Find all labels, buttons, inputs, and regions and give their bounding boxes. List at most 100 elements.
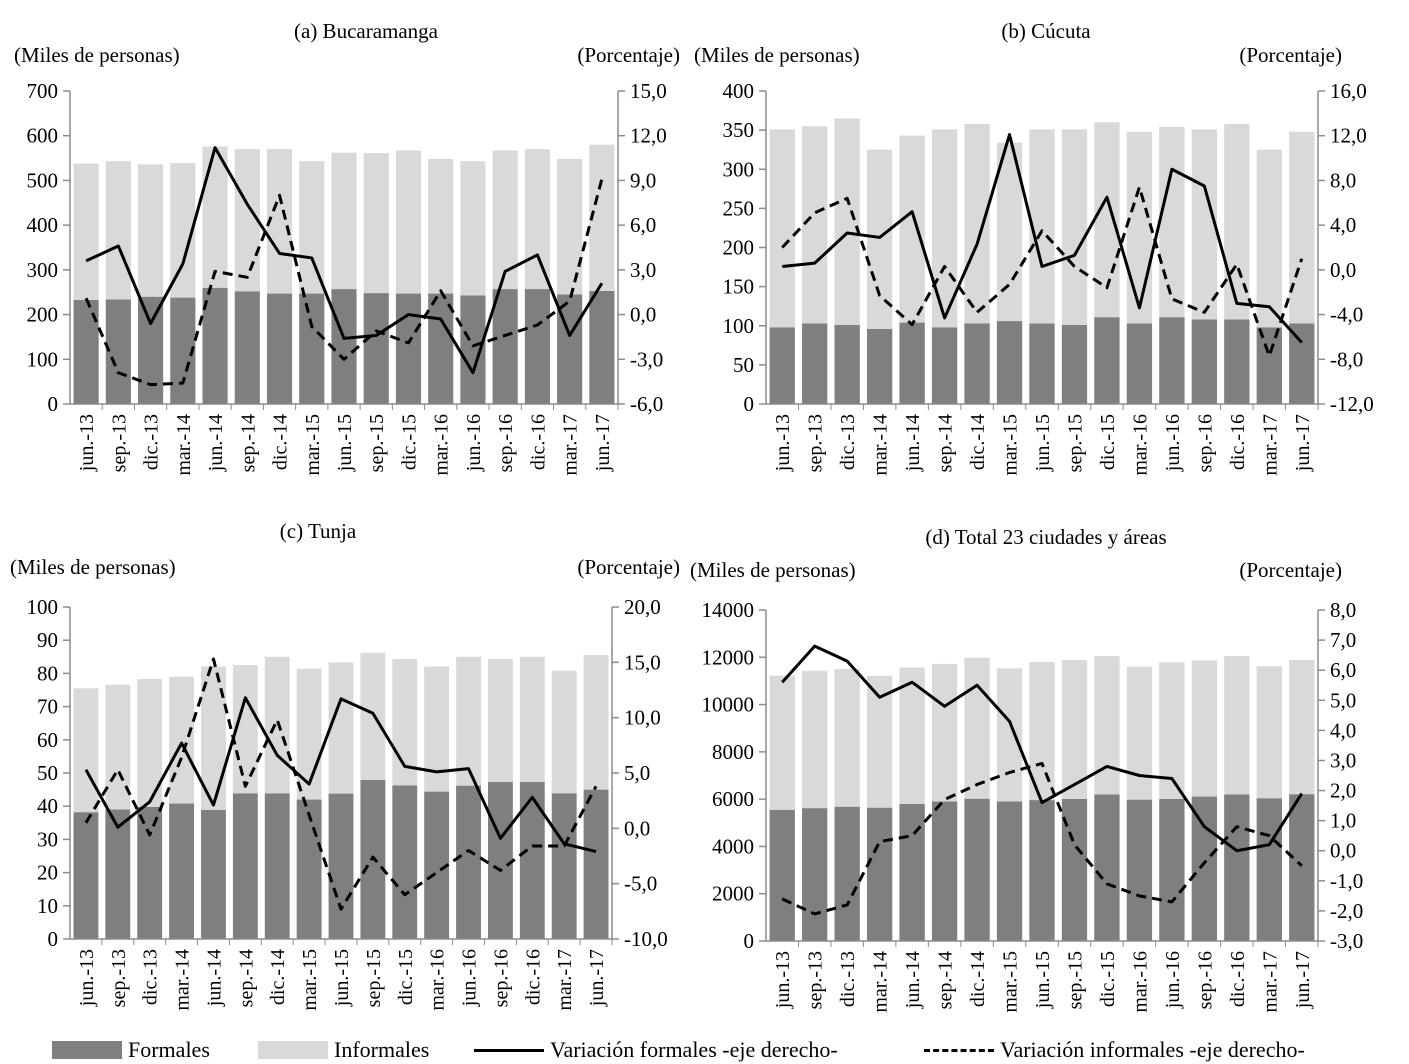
y-tick-label-left: 100 [27,347,59,371]
x-tick-label: jun.-16 [1162,414,1184,472]
chart-title: (b) Cúcuta [1001,19,1091,43]
chart-panel-4: (d) Total 23 ciudades y áreas (Miles de p… [690,525,1363,1013]
y-tick-label-right: 0,0 [630,303,656,327]
bar-formales [105,809,131,939]
bar-informales [802,126,828,324]
bar-informales [931,663,958,802]
bar-formales [1191,796,1218,941]
x-tick-label: sep.-13 [805,414,827,472]
x-tick-label: sep.-14 [237,414,259,472]
line-variacion-formales [781,644,1304,853]
line-variacion-formales [84,696,597,854]
chart-panel-1: (a) Bucaramanga (Miles de personas) (Porce… [14,19,680,476]
x-tick-label: sep.-15 [366,414,388,472]
y-tick-label-right: 12,0 [1330,124,1367,148]
bar-formales [1224,794,1250,941]
bar-formales [1159,317,1185,404]
y-tick-label-left: 0 [48,392,59,416]
bar-informales [769,675,795,810]
y-tick-label-right: -5,0 [624,872,657,896]
x-tick-label: jun.-15 [331,949,353,1007]
bar-informales [266,149,293,294]
y-tick-label-left: 300 [27,258,59,282]
y-axis-left-label: (Miles de personas) [10,555,176,579]
x-tick-label: sep.-15 [1064,951,1086,1009]
y-tick-label-right: 9,0 [630,168,656,192]
bar-formales [1256,798,1282,941]
x-tick-label: dic.-14 [967,951,989,1007]
y-tick-label-right: -3,0 [630,347,663,371]
x-tick-label: dic.-15 [1097,951,1119,1007]
x-tick-label: mar.-17 [1259,951,1281,1013]
x-tick-label: jun.-14 [203,949,225,1007]
y-tick-label-right: 10,0 [624,706,661,730]
bar-formales [519,781,545,939]
y-tick-label-right: -4,0 [1330,303,1363,327]
x-tick-label: mar.-15 [299,949,321,1011]
bar-informales [363,153,389,294]
x-tick-label: jun.-13 [76,949,98,1007]
bar-informales [169,676,195,804]
legend-item-informales: Informales [258,1036,429,1064]
y-tick-label-right: 5,0 [624,761,650,785]
bar-informales [1094,656,1120,795]
y-tick-label-right: -12,0 [1330,392,1374,416]
x-tick-label: jun.-13 [772,414,794,472]
y-tick-label-right: 6,0 [630,213,656,237]
bar-informales [234,149,260,292]
bar-formales [137,806,163,939]
bar-formales [1224,319,1250,404]
y-tick-label-right: 7,0 [1330,628,1356,652]
x-tick-label: dic.-14 [267,949,289,1005]
bar-formales [328,793,354,939]
bar-formales [138,296,164,404]
bar-formales [996,801,1023,941]
bar-informales [551,670,577,794]
bar-formales [996,321,1023,404]
y-tick-label-left: 10000 [702,693,755,717]
legend-item-var-informales: Variación informales -eje derecho- [924,1036,1305,1064]
x-tick-label: jun.-15 [1032,951,1054,1009]
line-variacion-informales [84,178,604,387]
bar-formales [299,293,325,404]
bar-informales [964,657,990,799]
bar-formales [834,324,860,404]
x-tick-label: mar.-17 [1259,414,1281,476]
x-tick-label: sep.-14 [235,949,257,1007]
y-tick-label-right: 5,0 [1330,688,1356,712]
y-tick-label-right: 3,0 [630,258,656,282]
x-tick-label: sep.-13 [108,949,130,1007]
x-tick-label: jun.-17 [592,414,614,472]
x-tick-label: mar.-16 [427,949,449,1011]
bar-formales [392,785,418,939]
bar-informales [802,670,828,809]
x-tick-label: jun.-17 [1292,414,1314,472]
y-tick-label-left: 12000 [702,645,755,669]
legend-line-var-formales [474,1048,544,1052]
bar-formales [931,327,958,404]
y-tick-label-left: 60 [37,728,58,752]
bar-formales [1289,323,1315,404]
y-tick-label-left: 0 [48,927,59,951]
bar-formales [899,803,925,941]
x-tick-label: sep.-16 [1194,414,1216,472]
y-tick-label-left: 50 [733,353,754,377]
bar-formales [264,793,290,939]
y-tick-label-right: -8,0 [1330,347,1363,371]
x-tick-label: dic.-16 [522,949,544,1005]
y-tick-label-right: -3,0 [1330,929,1363,953]
bar-informales [138,164,164,297]
y-axis-left-label: (Miles de personas) [14,43,180,67]
legend-item-var-formales: Variación formales -eje derecho- [474,1036,838,1064]
bar-formales [202,287,228,404]
bar-formales [834,806,860,941]
bar-formales [583,789,609,939]
bar-informales [428,158,454,294]
legend-label-formales: Formales [128,1037,210,1062]
y-tick-label-right: 12,0 [630,124,667,148]
bar-informales [360,652,386,780]
x-tick-label: mar.-14 [172,949,194,1011]
chart-panel-3: (c) Tunja (Miles de personas) (Porcentaje)… [10,519,680,1011]
y-tick-label-right: 0,0 [624,816,650,840]
x-tick-label: jun.-14 [902,414,924,472]
